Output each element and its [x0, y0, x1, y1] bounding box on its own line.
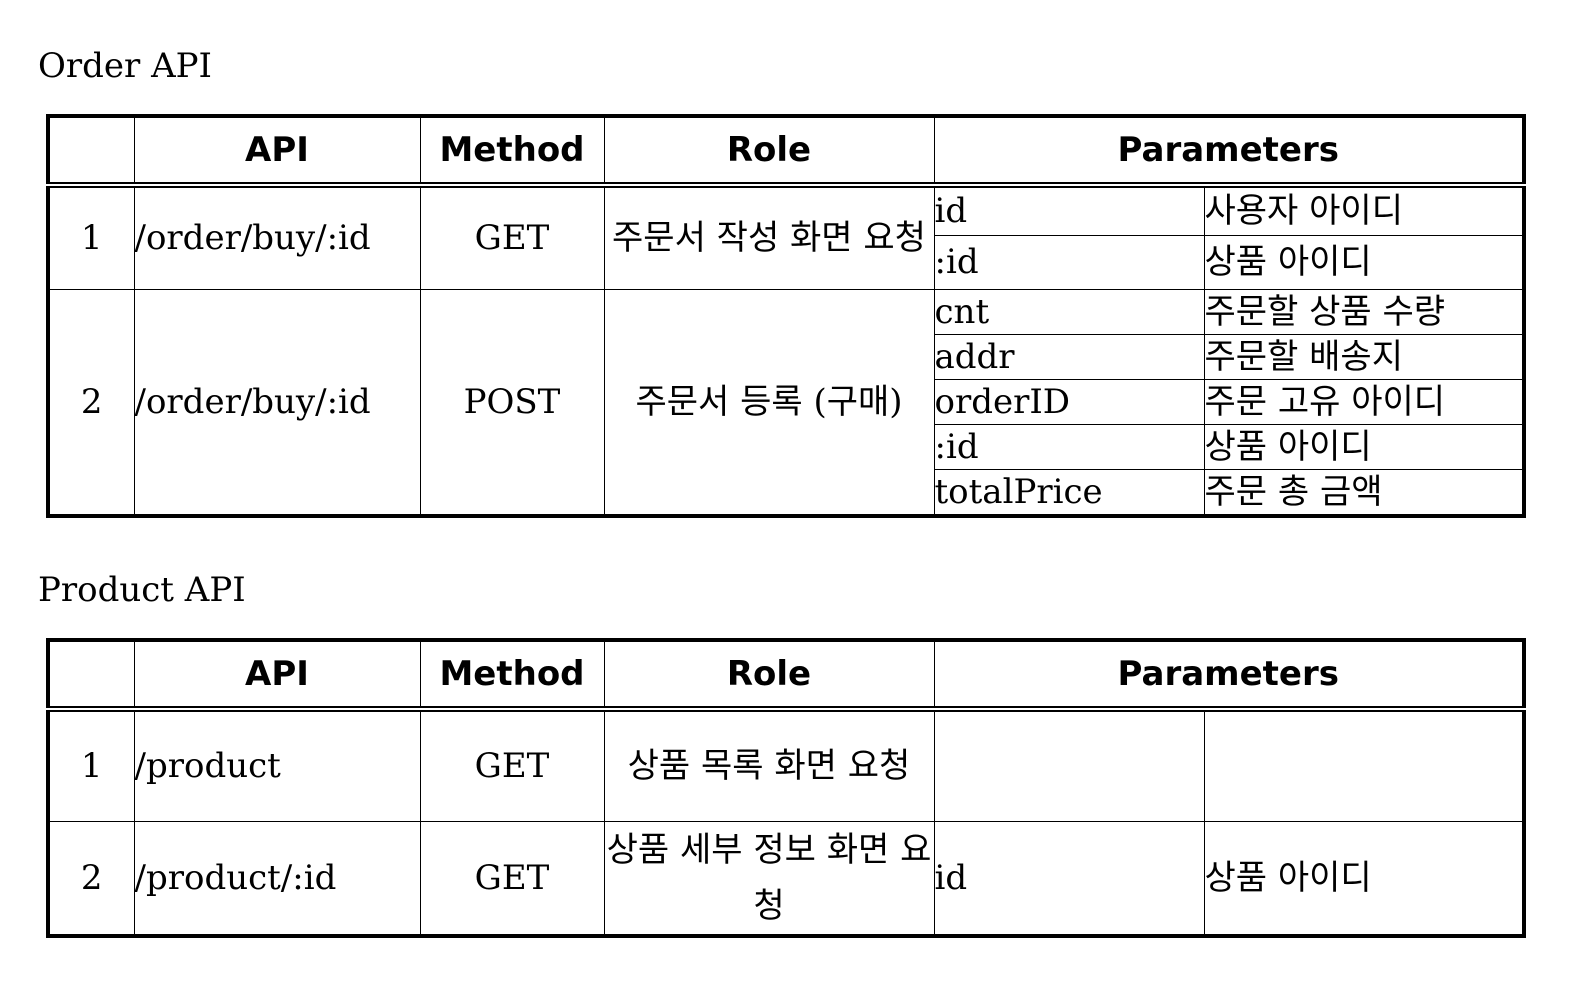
table-row: 1 /product GET 상품 목록 화면 요청	[47, 708, 1525, 822]
table-row: 2 /order/buy/:id POST 주문서 등록 (구매) cnt 주문…	[47, 288, 1525, 516]
param-desc: 사용자 아이디	[1203, 184, 1525, 236]
row-number: 1	[47, 184, 135, 290]
param-desc: 상품 아이디	[1203, 820, 1525, 936]
param-desc: 상품 아이디	[1203, 423, 1525, 470]
api-role: 주문서 등록 (구매)	[603, 288, 935, 516]
row-number: 1	[47, 708, 135, 822]
table-row: :id 상품 아이디	[48, 423, 1525, 470]
api-path: /order/buy/:id	[133, 184, 421, 290]
api-method: GET	[419, 184, 605, 290]
param-desc: 상품 아이디	[1203, 234, 1525, 290]
row-number: 2	[47, 288, 135, 516]
product-api-title: Product API	[38, 570, 246, 610]
table-header-row: API Method Role Parameters	[47, 115, 1525, 188]
api-method: POST	[419, 288, 605, 516]
api-role: 상품 목록 화면 요청	[603, 708, 935, 822]
header-no	[47, 115, 135, 188]
table-header-row: API Method Role Parameters	[47, 639, 1525, 712]
api-path: /order/buy/:id	[133, 288, 421, 516]
header-role: Role	[603, 639, 935, 712]
order-api-table: API Method Role Parameters 1 /order/buy/…	[46, 114, 1526, 518]
param-name	[933, 708, 1205, 822]
product-api-table: API Method Role Parameters 1 /product GE…	[46, 638, 1526, 938]
order-api-title: Order API	[38, 46, 212, 86]
header-parameters: Parameters	[933, 115, 1525, 188]
param-desc: 주문할 배송지	[1203, 333, 1525, 380]
header-api: API	[133, 115, 421, 188]
param-name: totalPrice	[933, 468, 1205, 516]
param-desc: 주문 총 금액	[1203, 468, 1525, 516]
param-desc	[1203, 708, 1525, 822]
table-row: orderID 주문 고유 아이디	[48, 378, 1525, 425]
api-role: 주문서 작성 화면 요청	[603, 184, 935, 290]
table-row: :id 상품 아이디	[48, 234, 1525, 290]
header-role: Role	[603, 115, 935, 188]
header-api: API	[133, 639, 421, 712]
param-name: cnt	[933, 288, 1205, 335]
api-method: GET	[419, 708, 605, 822]
param-desc: 주문 고유 아이디	[1203, 378, 1525, 425]
header-method: Method	[419, 115, 605, 188]
api-path: /product	[133, 708, 421, 822]
api-path: /product/:id	[133, 820, 421, 936]
header-parameters: Parameters	[933, 639, 1525, 712]
header-no	[47, 639, 135, 712]
param-desc: 주문할 상품 수량	[1203, 288, 1525, 335]
param-name: orderID	[933, 378, 1205, 425]
param-name: :id	[933, 423, 1205, 470]
param-name: :id	[933, 234, 1205, 290]
param-name: id	[933, 184, 1205, 236]
api-role: 상품 세부 정보 화면 요청	[603, 820, 935, 936]
row-number: 2	[47, 820, 135, 936]
table-row: 1 /order/buy/:id GET 주문서 작성 화면 요청 id 사용자…	[47, 184, 1525, 290]
header-method: Method	[419, 639, 605, 712]
param-name: addr	[933, 333, 1205, 380]
api-method: GET	[419, 820, 605, 936]
param-name: id	[933, 820, 1205, 936]
table-row: totalPrice 주문 총 금액	[48, 468, 1525, 516]
table-row: 2 /product/:id GET 상품 세부 정보 화면 요청 id 상품 …	[47, 820, 1525, 936]
